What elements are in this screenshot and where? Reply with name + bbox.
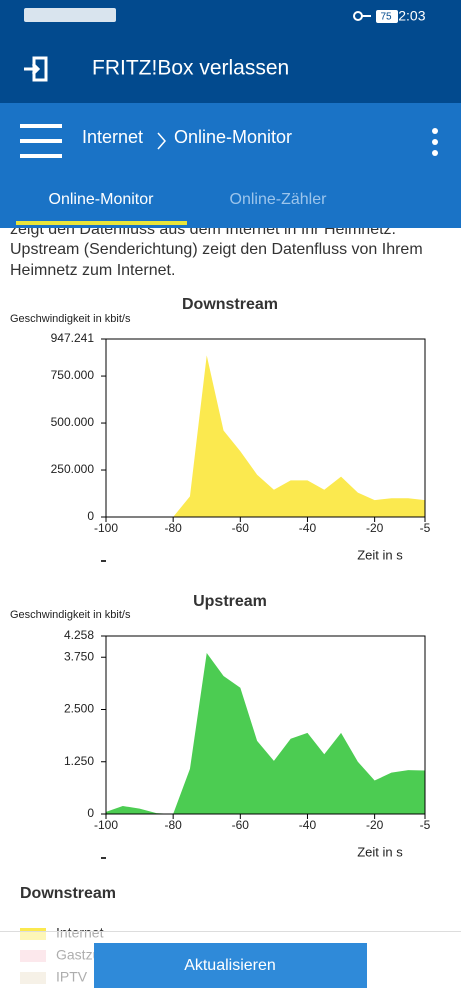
status-icons [24, 8, 116, 22]
more-icon [432, 128, 438, 134]
x-tick-label: -60 [232, 521, 250, 535]
area [106, 653, 425, 814]
chart-title: Downstream [182, 296, 278, 313]
y-tick-label: 0 [87, 509, 94, 523]
menu-button[interactable] [20, 124, 62, 158]
x-tick-label: -40 [299, 521, 317, 535]
exit-button[interactable] [24, 56, 48, 82]
y-axis-label: Geschwindigkeit in kbit/s [10, 313, 131, 325]
x-tick-label: -60 [232, 818, 250, 832]
x-tick-label: -100 [94, 521, 118, 535]
exit-icon [24, 62, 41, 76]
intro-line: Heimnetz zum Internet. [10, 262, 175, 279]
x-tick-label: -20 [366, 818, 384, 832]
y-tick-label: 250.000 [51, 462, 95, 476]
content: zeigt den Datenfluss aus dem Internet in… [10, 221, 431, 984]
plot-frame [105, 635, 426, 815]
menu-icon [20, 139, 62, 143]
status-time: 12:03 [390, 8, 425, 24]
x-tick-label: -80 [164, 818, 182, 832]
x-axis-label: Zeit in s [357, 547, 403, 562]
breadcrumb: Online-Monitor [174, 127, 292, 147]
app-title[interactable]: FRITZ!Box verlassen [92, 57, 289, 80]
x-tick-label: -5 [420, 521, 431, 535]
y-tick-label: 4.258 [64, 628, 94, 642]
tab[interactable]: Online-Monitor [49, 191, 155, 208]
button-label: Aktualisieren [184, 957, 276, 974]
status-battery: 75 [380, 12, 392, 23]
x-tick-label: -80 [164, 521, 182, 535]
chart-title: Upstream [193, 593, 267, 610]
y-tick-label: 3.750 [64, 649, 94, 663]
battery-icon [376, 10, 398, 23]
y-tick-label: 0 [87, 806, 94, 820]
x-tick-label: -5 [420, 818, 431, 832]
x-axis-label: Zeit in s [357, 844, 403, 859]
bottom-divider [0, 931, 461, 932]
x-tick-label: -20 [366, 521, 384, 535]
breadcrumb[interactable]: Internet [82, 127, 143, 147]
button-bg [94, 943, 367, 988]
y-tick-label: 1.250 [64, 754, 94, 768]
y-tick-label: 750.000 [51, 368, 95, 382]
x-tick-label: -40 [299, 818, 317, 832]
intro-line: Upstream (Senderichtung) zeigt den Daten… [10, 241, 423, 258]
legend-title: Downstream [20, 885, 116, 902]
area [173, 355, 425, 517]
more-icon [432, 150, 438, 156]
divider-mark [101, 560, 106, 562]
plot-frame [105, 338, 426, 518]
tab-indicator [16, 221, 187, 225]
refresh-button[interactable]: Aktualisieren [94, 943, 367, 988]
y-tick-label: 2.500 [64, 702, 94, 716]
y-tick-label: 500.000 [51, 415, 95, 429]
y-tick-label: 947.241 [51, 331, 95, 345]
menu-icon [20, 154, 62, 158]
x-tick-label: -100 [94, 818, 118, 832]
key-icon [361, 15, 371, 17]
menu-icon [20, 124, 62, 128]
y-axis-label: Geschwindigkeit in kbit/s [10, 609, 131, 621]
breadcrumb-separator [157, 132, 166, 150]
toolbar [0, 103, 461, 228]
divider-mark [101, 857, 106, 859]
tab[interactable]: Online-Zähler [230, 191, 328, 208]
more-button[interactable] [432, 128, 438, 156]
more-icon [432, 139, 438, 145]
